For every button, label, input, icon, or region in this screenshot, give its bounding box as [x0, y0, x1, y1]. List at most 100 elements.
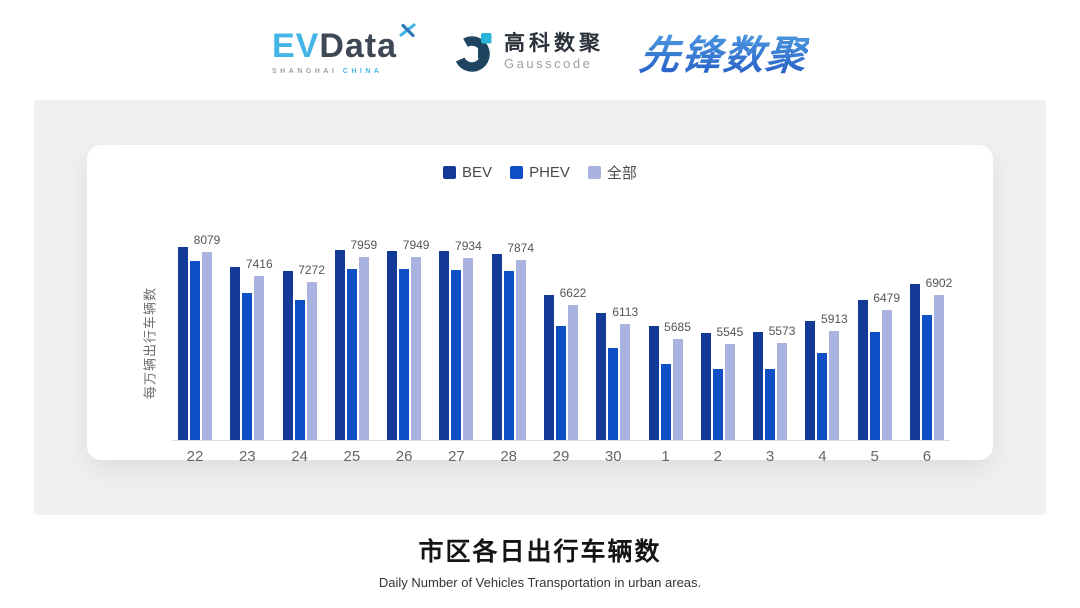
x-tick-5: 5 — [870, 448, 879, 465]
bar-bev-29 — [543, 295, 554, 440]
y-axis-title: 每万辆出行车辆数 — [142, 286, 158, 400]
bar-phev-28 — [503, 271, 514, 440]
gausscode-logo: 高科数聚 Gausscode — [453, 31, 604, 73]
legend-swatch-phev — [510, 166, 524, 179]
bar-bev-6 — [909, 284, 920, 440]
chart-card: BEV PHEV 全部 每万辆出行车辆数 8079 7416 7272 7959 7949 7… — [87, 145, 993, 465]
legend-label-all: 全部 — [606, 165, 637, 182]
bar-group-22: 8079 — [178, 231, 220, 440]
bar-phev-23 — [242, 293, 253, 440]
bar-bev-23 — [230, 267, 241, 440]
bar-phev-24 — [294, 300, 305, 440]
x-tick-24: 24 — [291, 448, 308, 465]
bar-value-label-28: 7874 — [507, 241, 535, 255]
evdata-subtitle-china: CHINA — [342, 68, 383, 75]
bar-group-1: 5685 — [648, 231, 691, 440]
evdata-subtitle-shanghai: SHANGHAI — [271, 68, 338, 75]
bar-group-23: 7416 — [230, 231, 273, 440]
x-tick-27: 27 — [448, 448, 465, 465]
bar-bev-1 — [648, 326, 659, 440]
bar-all-22 — [202, 252, 212, 440]
bar-bev-4 — [805, 321, 816, 440]
bar-phev-30 — [608, 348, 619, 440]
legend-label-phev: PHEV — [529, 164, 570, 181]
legend-item-bev[interactable]: BEV — [443, 164, 492, 181]
bar-value-label-5: 6479 — [873, 291, 901, 305]
bar-value-label-30: 6113 — [612, 305, 639, 319]
bar-bev-25 — [334, 250, 345, 440]
legend: BEV PHEV 全部 — [87, 145, 993, 183]
bar-phev-22 — [190, 261, 200, 440]
x-tick-6: 6 — [922, 448, 932, 465]
legend-swatch-bev — [443, 166, 457, 179]
header: EV Data SHANGHAI CHINA 高科数聚 Gausscode — [0, 0, 1080, 100]
bar-group-25: 7959 — [334, 231, 377, 440]
x-tick-1: 1 — [661, 448, 670, 465]
bar-bev-27 — [439, 251, 450, 440]
bar-phev-6 — [921, 315, 932, 440]
bar-value-label-23: 7416 — [245, 257, 273, 271]
bar-phev-4 — [817, 353, 828, 440]
evdata-data-text: Data — [319, 27, 398, 65]
bar-value-label-6: 6902 — [925, 276, 953, 290]
plot-area: 8079 7416 7272 7959 7949 7934 7874 6622 6113 5685… — [172, 231, 952, 441]
bar-bev-26 — [387, 251, 398, 440]
bar-all-3 — [777, 343, 788, 440]
bar-group-26: 7949 — [387, 231, 429, 440]
evdata-star-icon — [399, 23, 416, 38]
legend-label-bev: BEV — [462, 164, 493, 181]
bar-phev-1 — [660, 364, 671, 440]
bar-phev-25 — [346, 269, 357, 440]
legend-item-phev[interactable]: PHEV — [510, 164, 570, 181]
x-tick-4: 4 — [818, 448, 827, 465]
x-tick-23: 23 — [238, 448, 256, 465]
x-tick-30: 30 — [604, 448, 622, 465]
bar-group-6: 6902 — [909, 231, 952, 440]
bar-value-label-26: 7949 — [402, 238, 430, 252]
x-tick-26: 26 — [395, 448, 413, 465]
xianfeng-shuju-logo: 先锋数聚 — [637, 23, 811, 81]
bar-all-28 — [515, 260, 526, 440]
bar-phev-26 — [399, 269, 410, 440]
bar-phev-29 — [555, 326, 566, 440]
bar-group-27: 7934 — [439, 231, 482, 440]
bar-group-28: 7874 — [491, 231, 534, 440]
bar-all-30 — [620, 324, 631, 440]
x-tick-28: 28 — [500, 448, 518, 465]
bar-bev-22 — [178, 247, 188, 440]
evdata-ev-text: EV — [271, 27, 320, 65]
bar-group-29: 6622 — [543, 231, 586, 440]
evdata-wordmark: EV Data — [271, 23, 417, 65]
evdata-logo: EV Data SHANGHAI CHINA — [271, 23, 417, 75]
evdata-subtitle: SHANGHAI CHINA — [272, 68, 382, 75]
chart-title: 市区各日出行车辆数 — [418, 538, 662, 566]
bar-bev-30 — [596, 313, 607, 440]
bar-all-25 — [358, 257, 369, 440]
bar-all-24 — [306, 282, 317, 440]
bar-value-label-22: 8079 — [193, 233, 221, 247]
bar-all-2 — [724, 344, 735, 440]
bar-bev-3 — [753, 332, 764, 440]
x-axis-labels: 22 23 24 25 26 27 28 29 30 1 2 3 4 5 6 — [172, 448, 950, 465]
bar-group-5: 6479 — [857, 231, 900, 440]
bar-value-label-2: 5545 — [716, 325, 744, 339]
bar-bev-5 — [857, 300, 868, 440]
bar-all-26 — [411, 257, 422, 440]
x-tick-25: 25 — [343, 448, 361, 465]
bar-all-27 — [463, 258, 474, 440]
bar-value-label-1: 5685 — [664, 320, 691, 334]
legend-item-all[interactable]: 全部 — [587, 162, 637, 183]
bar-bev-24 — [282, 271, 293, 440]
bar-value-label-27: 7934 — [455, 239, 482, 253]
bar-all-5 — [881, 310, 892, 440]
legend-swatch-all — [587, 166, 601, 179]
gausscode-text: 高科数聚 Gausscode — [504, 32, 604, 71]
bar-value-label-29: 6622 — [559, 286, 587, 300]
plot-wrap: 8079 7416 7272 7959 7949 7934 7874 6622 6113 5685… — [172, 231, 952, 465]
gausscode-cn-label: 高科数聚 — [504, 32, 605, 56]
bar-all-4 — [829, 331, 840, 440]
gausscode-en-label: Gausscode — [504, 56, 593, 72]
x-tick-2: 2 — [713, 448, 722, 465]
x-tick-29: 29 — [552, 448, 570, 465]
